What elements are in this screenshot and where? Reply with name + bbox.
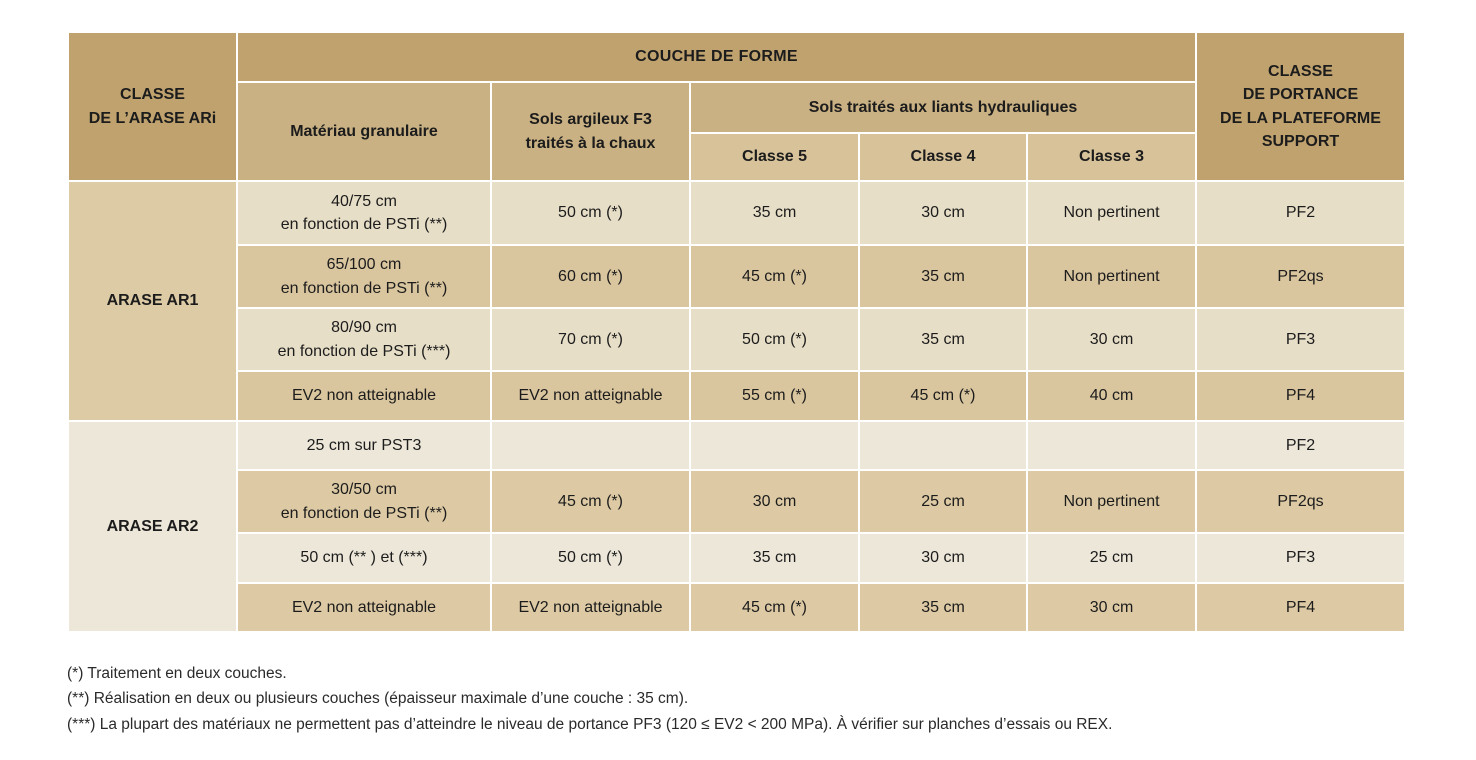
cell-classe-5	[691, 422, 858, 469]
header-arase-class: CLASSE DE L’ARASE ARi	[69, 33, 236, 180]
cell-classe-4	[860, 422, 1026, 469]
cell-classe-5: 35 cm	[691, 534, 858, 582]
table-row: 80/90 cm en fonction de PSTi (***) 70 cm…	[69, 309, 1404, 370]
cell-sols-argileux	[492, 422, 689, 469]
cell-sols-argileux: EV2 non atteignable	[492, 372, 689, 420]
table-row: 65/100 cm en fonction de PSTi (**) 60 cm…	[69, 246, 1404, 307]
cell-materiau: 65/100 cm en fonction de PSTi (**)	[238, 246, 490, 307]
cell-classe-5: 45 cm (*)	[691, 246, 858, 307]
header-row-3: Classe 5 Classe 4 Classe 3	[69, 134, 1404, 180]
cell-classe-3	[1028, 422, 1195, 469]
cell-portance: PF3	[1197, 309, 1404, 370]
header-row-2: Matériau granulaire Sols argileux F3 tra…	[69, 83, 1404, 180]
table-row: EV2 non atteignable EV2 non atteignable …	[69, 584, 1404, 631]
cell-sols-argileux: 60 cm (*)	[492, 246, 689, 307]
cell-portance: PF2	[1197, 422, 1404, 469]
footnotes: (*) Traitement en deux couches. (**) Réa…	[67, 665, 1476, 733]
cell-classe-4: 35 cm	[860, 246, 1026, 307]
cell-portance: PF3	[1197, 534, 1404, 582]
cell-classe-4: 45 cm (*)	[860, 372, 1026, 420]
row-group-label-ar2: ARASE AR2	[69, 422, 236, 631]
cell-portance: PF2qs	[1197, 246, 1404, 307]
row-group-label-ar1: ARASE AR1	[69, 182, 236, 420]
cell-classe-5: 35 cm	[691, 182, 858, 244]
table-row: 30/50 cm en fonction de PSTi (**) 45 cm …	[69, 471, 1404, 532]
cell-materiau: 30/50 cm en fonction de PSTi (**)	[238, 471, 490, 532]
footnote-1: (*) Traitement en deux couches.	[67, 665, 287, 682]
header-sols-argileux: Sols argileux F3 traités à la chaux	[492, 83, 689, 180]
cell-classe-3: 30 cm	[1028, 309, 1195, 370]
cell-classe-5: 55 cm (*)	[691, 372, 858, 420]
cell-sols-argileux: 50 cm (*)	[492, 534, 689, 582]
cell-classe-5: 45 cm (*)	[691, 584, 858, 631]
cell-sols-argileux: 50 cm (*)	[492, 182, 689, 244]
cell-sols-argileux: 45 cm (*)	[492, 471, 689, 532]
cell-classe-3: Non pertinent	[1028, 471, 1195, 532]
cell-materiau: 40/75 cm en fonction de PSTi (**)	[238, 182, 490, 244]
header-classe-3: Classe 3	[1028, 134, 1195, 180]
table-row: ARASE AR2 25 cm sur PST3 PF2	[69, 422, 1404, 631]
table-row: 50 cm (** ) et (***) 50 cm (*) 35 cm 30 …	[69, 534, 1404, 582]
couche-de-forme-table: CLASSE DE L’ARASE ARi COUCHE DE FORME CL…	[67, 31, 1406, 633]
cell-portance: PF2	[1197, 182, 1404, 244]
cell-classe-4: 35 cm	[860, 309, 1026, 370]
cell-classe-5: 50 cm (*)	[691, 309, 858, 370]
table-row: ARASE AR1 40/75 cm en fonction de PSTi (…	[69, 182, 1404, 420]
cell-classe-3: Non pertinent	[1028, 182, 1195, 244]
footnote-2: (**) Réalisation en deux ou plusieurs co…	[67, 690, 689, 708]
cell-materiau: EV2 non atteignable	[238, 372, 490, 420]
cell-materiau: 50 cm (** ) et (***)	[238, 534, 490, 582]
header-classe-portance: CLASSE DE PORTANCE DE LA PLATEFORME SUPP…	[1197, 33, 1404, 180]
cell-portance: PF2qs	[1197, 471, 1404, 532]
cell-classe-3: Non pertinent	[1028, 246, 1195, 307]
cell-classe-4: 25 cm	[860, 471, 1026, 532]
cell-materiau: EV2 non atteignable	[238, 584, 490, 631]
cell-classe-3: 30 cm	[1028, 584, 1195, 631]
cell-classe-5: 30 cm	[691, 471, 858, 532]
cell-classe-4: 30 cm	[860, 182, 1026, 244]
header-classe-4: Classe 4	[860, 134, 1026, 180]
header-couche-de-forme: COUCHE DE FORME	[238, 33, 1195, 81]
cell-classe-3: 25 cm	[1028, 534, 1195, 582]
cell-classe-4: 30 cm	[860, 534, 1026, 582]
header-sols-traites: Sols traités aux liants hydrauliques	[691, 83, 1195, 132]
header-classe-5: Classe 5	[691, 134, 858, 180]
cell-materiau: 80/90 cm en fonction de PSTi (***)	[238, 309, 490, 370]
header-materiau-granulaire: Matériau granulaire	[238, 83, 490, 180]
footnote-3: (***) La plupart des matériaux ne permet…	[67, 715, 1113, 733]
cell-classe-3: 40 cm	[1028, 372, 1195, 420]
cell-portance: PF4	[1197, 372, 1404, 420]
cell-sols-argileux: EV2 non atteignable	[492, 584, 689, 631]
cell-portance: PF4	[1197, 584, 1404, 631]
table-row: EV2 non atteignable EV2 non atteignable …	[69, 372, 1404, 420]
header-row-1: CLASSE DE L’ARASE ARi COUCHE DE FORME CL…	[69, 33, 1404, 180]
cell-classe-4: 35 cm	[860, 584, 1026, 631]
cell-materiau: 25 cm sur PST3	[238, 422, 490, 469]
cell-sols-argileux: 70 cm (*)	[492, 309, 689, 370]
